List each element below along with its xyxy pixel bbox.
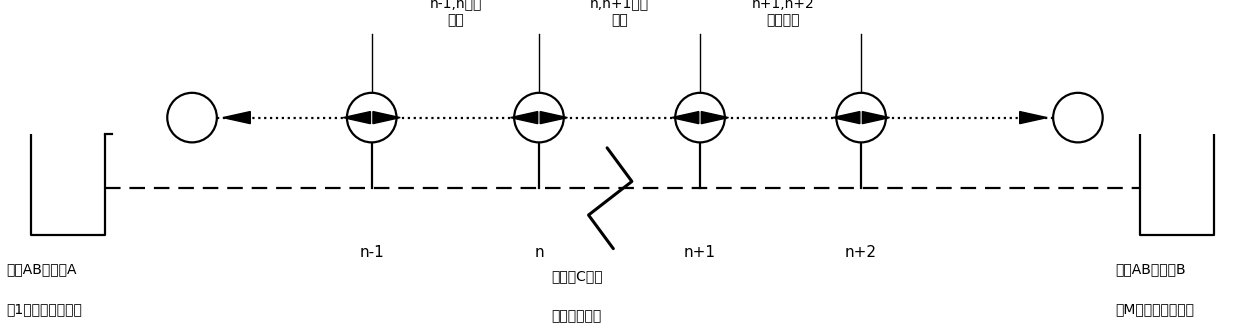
Polygon shape (1020, 112, 1047, 124)
Polygon shape (373, 112, 400, 124)
Text: 第1个监测电弧装置: 第1个监测电弧装置 (6, 302, 82, 317)
Text: n+1: n+1 (684, 245, 716, 260)
Ellipse shape (347, 93, 396, 142)
Polygon shape (672, 112, 699, 124)
Text: n,n+1监测
范围: n,n+1监测 范围 (590, 0, 649, 27)
Ellipse shape (675, 93, 725, 142)
Polygon shape (540, 112, 567, 124)
Ellipse shape (1053, 93, 1103, 142)
Polygon shape (833, 112, 860, 124)
Ellipse shape (836, 93, 886, 142)
Polygon shape (223, 112, 250, 124)
Text: n+2: n+2 (845, 245, 877, 260)
Text: 线路AB的始端A: 线路AB的始端A (6, 262, 77, 276)
Text: 第M个监测电弧装置: 第M个监测电弧装置 (1115, 302, 1194, 317)
Polygon shape (510, 112, 538, 124)
Text: n+1,n+2
监测范围: n+1,n+2 监测范围 (752, 0, 814, 27)
Text: 故障点C，因: 故障点C，因 (551, 269, 603, 283)
Ellipse shape (514, 93, 564, 142)
Polygon shape (862, 112, 890, 124)
Text: 故障产生电弧: 故障产生电弧 (551, 309, 602, 323)
Text: n-1: n-1 (359, 245, 384, 260)
Ellipse shape (167, 93, 217, 142)
Polygon shape (343, 112, 370, 124)
Text: 线路AB的末端B: 线路AB的末端B (1115, 262, 1186, 276)
Polygon shape (701, 112, 729, 124)
Text: n: n (534, 245, 544, 260)
Text: n-1,n监测
范围: n-1,n监测 范围 (430, 0, 482, 27)
